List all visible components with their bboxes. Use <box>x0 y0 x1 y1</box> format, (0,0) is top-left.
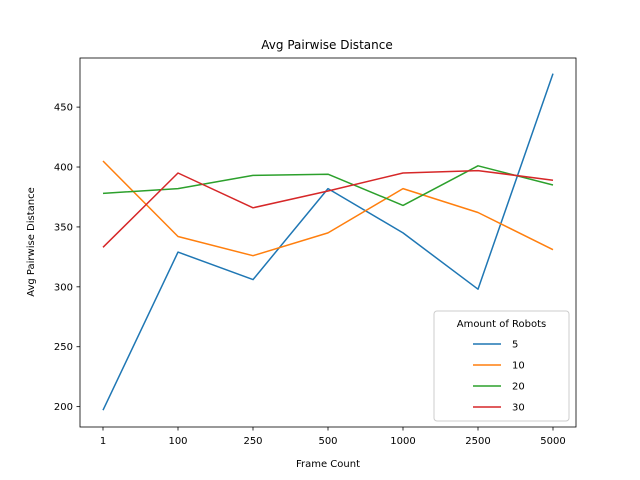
x-tick-label: 250 <box>243 436 262 447</box>
legend: Amount of Robots 5 10 20 30 <box>433 310 570 422</box>
x-tick-label: 1 <box>100 436 106 447</box>
x-tick-label: 100 <box>168 436 187 447</box>
axes-layer: 1 100 250 500 1000 2500 5000 200 250 300 350 400 450 <box>54 57 577 447</box>
series-line-10 <box>102 160 554 257</box>
legend-label-20: 20 <box>512 382 525 393</box>
legend-label-10: 10 <box>512 361 525 372</box>
x-tick-label: 2500 <box>465 436 490 447</box>
y-tick-label: 250 <box>54 342 73 353</box>
legend-title: Amount of Robots <box>457 319 547 330</box>
chart-title: Avg Pairwise Distance <box>261 38 392 52</box>
y-tick-label: 400 <box>54 163 73 174</box>
x-tick-label: 500 <box>318 436 337 447</box>
series-line-30 <box>102 169 554 248</box>
x-axis-title: Frame Count <box>296 459 360 470</box>
y-tick-label: 200 <box>54 402 73 413</box>
legend-label-5: 5 <box>512 340 518 351</box>
y-axis-title: Avg Pairwise Distance <box>26 187 37 297</box>
x-tick-label: 1000 <box>390 436 415 447</box>
y-tick-label: 300 <box>54 282 73 293</box>
series-line-5 <box>102 73 554 411</box>
series-line-20 <box>102 165 554 207</box>
y-tick-label: 450 <box>54 103 73 114</box>
y-tick-label: 350 <box>54 222 73 233</box>
x-tick-label: 5000 <box>540 436 565 447</box>
legend-box <box>433 310 570 422</box>
legend-label-30: 30 <box>512 403 525 414</box>
series-layer <box>102 73 554 411</box>
